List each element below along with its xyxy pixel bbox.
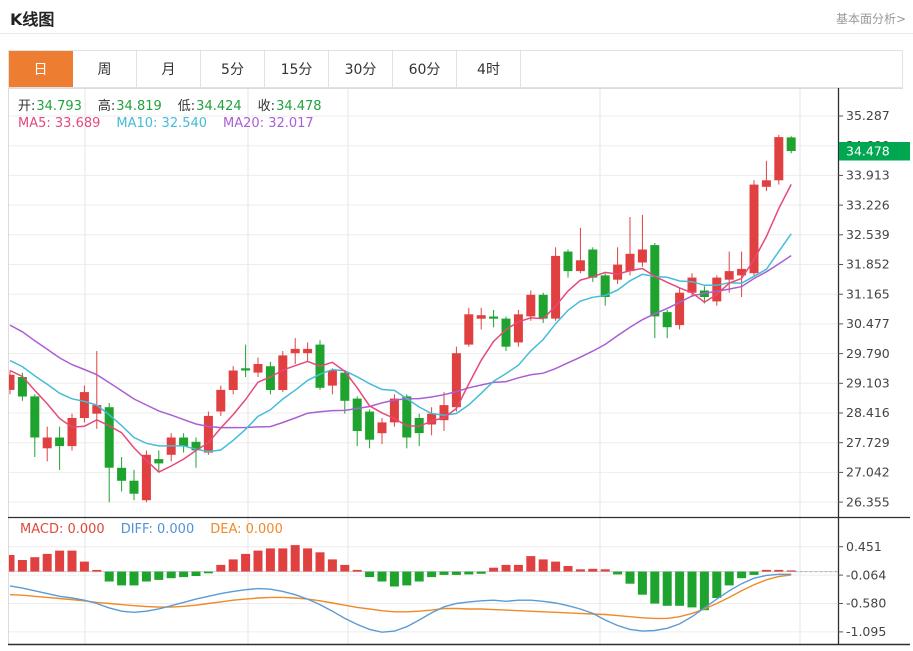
ma20-line	[9, 254, 792, 429]
open-value: 34.793	[36, 99, 82, 114]
svg-text:-0.064: -0.064	[846, 567, 886, 582]
header-divider	[0, 33, 913, 34]
ohlc-open-legend-item: 开:34.793	[18, 99, 82, 114]
ma10-line	[9, 233, 792, 453]
svg-text:27.042: 27.042	[846, 465, 890, 480]
svg-text:33.913: 33.913	[846, 168, 890, 183]
svg-text:27.729: 27.729	[846, 435, 890, 450]
candlesticks	[8, 134, 796, 503]
svg-text:26.355: 26.355	[846, 494, 890, 509]
close-label: 收:	[257, 99, 276, 114]
ma-ma10-legend-item: MA10: 32.540	[116, 116, 208, 131]
svg-text:0.451: 0.451	[846, 539, 882, 554]
ma5-line	[9, 184, 792, 474]
last-price-tag: 34.478	[839, 142, 910, 161]
chart-frame	[8, 88, 910, 646]
macd-legend: MACD: 0.000 DIFF: 0.000 DEA: 0.000	[20, 522, 299, 537]
ohlc-close-legend-item: 收:34.478	[258, 99, 322, 114]
page-title: K线图	[10, 10, 55, 29]
tab-day[interactable]: 日	[9, 51, 73, 87]
ma-ma5-legend-item: MA5: 33.689	[18, 116, 101, 131]
close-value: 34.478	[276, 99, 322, 114]
interval-tab-strip: 日周月 5分 15分 30分 60分 4时	[8, 50, 903, 88]
svg-text:-1.095: -1.095	[846, 624, 886, 639]
svg-text:28.416: 28.416	[846, 405, 890, 420]
ohlc-low-legend-item: 低:34.424	[178, 99, 242, 114]
svg-text:31.165: 31.165	[846, 286, 890, 301]
macd-lines	[9, 573, 792, 633]
svg-text:29.790: 29.790	[846, 346, 890, 361]
macd-histogram	[8, 545, 796, 611]
ma-ma20-legend-item: MA20: 32.017	[223, 116, 314, 131]
svg-text:30.477: 30.477	[846, 316, 890, 331]
high-label: 高:	[97, 99, 116, 114]
main-gridlines	[8, 115, 838, 503]
ohlc-legend: 开:34.793 高:34.819 低:34.424 收:34.478	[18, 95, 338, 114]
open-label: 开:	[18, 99, 36, 114]
main-y-axis: 35.28734.60033.91333.22632.53931.85231.1…	[838, 108, 890, 509]
tab-week[interactable]: 周	[73, 51, 137, 87]
high-value: 34.819	[116, 99, 162, 114]
svg-text:31.852: 31.852	[846, 257, 890, 272]
macd-dea-legend-item: DEA: 0.000	[210, 522, 283, 537]
ma-legend: MA5: 33.689 MA10: 32.540 MA20: 32.017	[18, 116, 330, 131]
dea-line	[9, 574, 792, 620]
ma-lines	[9, 184, 792, 474]
diff-line	[9, 573, 792, 633]
svg-text:29.103: 29.103	[846, 376, 890, 391]
macd-macd-legend-item: MACD: 0.000	[20, 522, 105, 537]
low-value: 34.424	[196, 99, 242, 114]
svg-text:34.478: 34.478	[846, 144, 890, 159]
tab-month[interactable]: 月	[137, 51, 201, 87]
tab-60min[interactable]: 60分	[393, 51, 457, 87]
low-label: 低:	[177, 99, 196, 114]
ohlc-high-legend-item: 高:34.819	[98, 99, 162, 114]
tab-30min[interactable]: 30分	[329, 51, 393, 87]
macd-diff-legend-item: DIFF: 0.000	[120, 522, 195, 537]
svg-text:32.539: 32.539	[846, 227, 890, 242]
tab-4hour[interactable]: 4时	[457, 51, 521, 87]
tab-5min[interactable]: 5分	[201, 51, 265, 87]
svg-text:-0.580: -0.580	[846, 596, 886, 611]
svg-text:33.226: 33.226	[846, 197, 890, 212]
vertical-gridlines	[84, 88, 801, 645]
macd-y-axis: 0.451 -0.064 -0.580 -1.095	[838, 539, 886, 639]
fundamental-analysis-link[interactable]: 基本面分析>	[835, 12, 906, 26]
tab-15min[interactable]: 15分	[265, 51, 329, 87]
svg-text:35.287: 35.287	[846, 108, 890, 123]
